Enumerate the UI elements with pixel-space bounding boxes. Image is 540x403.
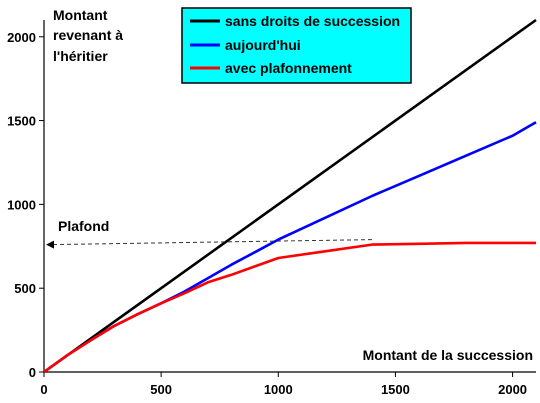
x-tick-label: 2000 bbox=[498, 382, 527, 397]
legend: sans droits de succession aujourd'hui av… bbox=[181, 7, 412, 84]
plafond-arrow-line bbox=[51, 239, 373, 246]
y-tick-label: 0 bbox=[29, 365, 36, 380]
series-line-1 bbox=[43, 18, 537, 374]
legend-label-series-1: sans droits de succession bbox=[225, 13, 400, 29]
y-tick-label: 1500 bbox=[7, 114, 36, 129]
x-tick-label: 500 bbox=[150, 382, 172, 397]
y-axis-title-line-1: Montant bbox=[53, 7, 108, 23]
legend-label-series-3: avec plafonnement bbox=[225, 60, 352, 76]
plafond-arrow-head bbox=[46, 240, 54, 249]
series-line-2 bbox=[43, 121, 537, 374]
legend-label-series-2: aujourd'hui bbox=[225, 37, 301, 53]
annotation-plafond-label: Plafond bbox=[58, 218, 109, 234]
y-tick-label: 1000 bbox=[7, 197, 36, 212]
x-tick-label: 1000 bbox=[264, 382, 293, 397]
axes: 0 500 1000 1500 2000 0 500 1000 1500 2000 bbox=[7, 20, 536, 397]
y-tick-label: 500 bbox=[14, 281, 36, 296]
series-line-3 bbox=[43, 241, 536, 374]
series-layer bbox=[43, 18, 537, 374]
y-axis-title-line-2: revenant à bbox=[53, 27, 123, 43]
x-axis-title: Montant de la succession bbox=[363, 347, 533, 363]
legend-box bbox=[181, 7, 412, 84]
y-tick-label: 2000 bbox=[7, 30, 36, 45]
annotation-layer: Plafond bbox=[46, 218, 373, 249]
x-tick-label: 1500 bbox=[381, 382, 410, 397]
title-layer: Montant revenant à l'héritier Montant de… bbox=[53, 7, 533, 363]
y-axis-title-line-3: l'héritier bbox=[53, 48, 108, 64]
x-tick-label: 0 bbox=[40, 382, 47, 397]
